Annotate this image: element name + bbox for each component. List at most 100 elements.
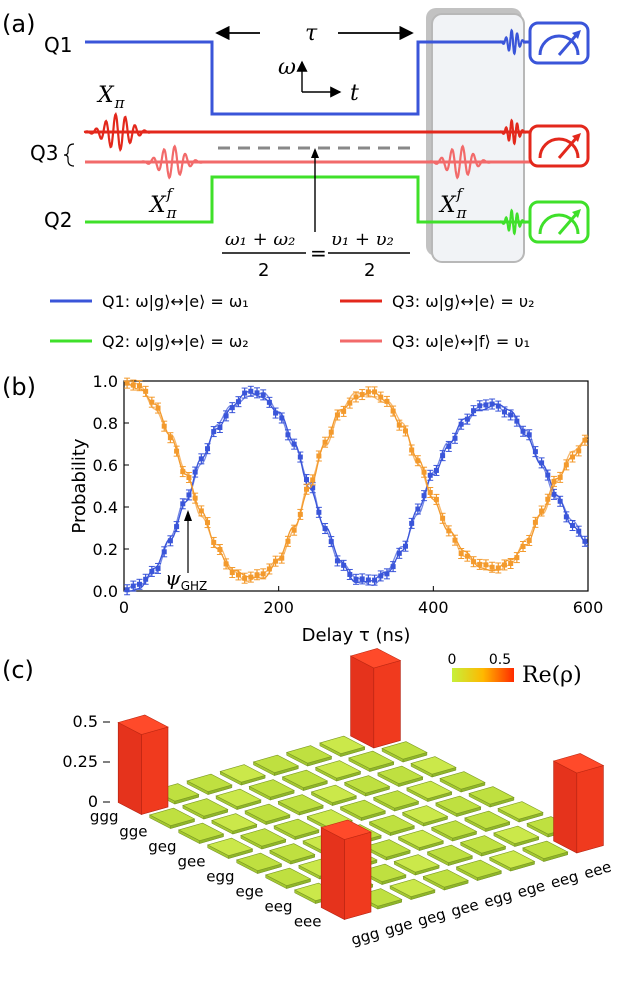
column-label: gee bbox=[449, 895, 481, 920]
blue-data-point bbox=[427, 472, 433, 478]
blue-data-point bbox=[341, 562, 347, 568]
x-pi-f-pulse-1 bbox=[139, 144, 205, 180]
orange-data-point bbox=[130, 382, 136, 388]
orange-data-point bbox=[353, 394, 359, 400]
orange-data-point bbox=[563, 462, 569, 468]
orange-data-point bbox=[273, 558, 279, 564]
blue-data-point bbox=[235, 399, 241, 405]
series-layer bbox=[123, 377, 589, 596]
blue-data-point bbox=[402, 543, 408, 549]
orange-data-point bbox=[396, 422, 402, 428]
blue-data-point bbox=[167, 538, 173, 544]
t-label: t bbox=[350, 81, 359, 106]
matrix-tile bbox=[430, 820, 478, 839]
orange-data-point bbox=[149, 399, 155, 405]
blue-data-point bbox=[124, 587, 130, 593]
orange-data-point bbox=[501, 562, 507, 568]
blue-data-point bbox=[520, 428, 526, 434]
orange-data-point bbox=[161, 423, 167, 429]
matrix-tile bbox=[389, 878, 436, 898]
blue-data-point bbox=[297, 454, 303, 460]
q3-readout-pulse bbox=[498, 118, 528, 146]
blue-data-point bbox=[539, 460, 545, 466]
blue-data-point bbox=[130, 583, 136, 589]
x-tick-label: 200 bbox=[263, 598, 294, 617]
x-tick-label: 0 bbox=[119, 598, 129, 617]
matrix-tile bbox=[186, 773, 233, 793]
matrix-bar bbox=[320, 819, 372, 840]
q1-meter-icon bbox=[528, 21, 590, 65]
blue-data-point bbox=[440, 453, 446, 459]
y-tick-label: 0.8 bbox=[93, 414, 118, 433]
matrix-tile bbox=[343, 775, 391, 794]
qubit-label-q3: Q3 bbox=[30, 141, 58, 165]
blue-data-point bbox=[328, 539, 334, 545]
matrix-tile bbox=[393, 854, 440, 873]
x-pi-f-label-1: Xπf bbox=[148, 185, 178, 222]
matrix-bar-side bbox=[350, 655, 375, 749]
orange-data-point bbox=[458, 551, 464, 557]
orange-data-point bbox=[477, 561, 483, 567]
blue-data-point bbox=[223, 413, 229, 419]
blue-data-point bbox=[254, 390, 260, 396]
blue-data-point bbox=[508, 412, 514, 418]
x-pi-f-pulse-2 bbox=[427, 144, 493, 180]
matrix-tile bbox=[381, 741, 428, 760]
equation-left-denominator: 2 bbox=[258, 260, 269, 281]
orange-data-point bbox=[211, 539, 217, 545]
blue-data-point bbox=[421, 493, 427, 499]
equation-right-denominator: 2 bbox=[364, 260, 375, 281]
x-pi-pulse bbox=[83, 112, 153, 152]
y-tick-label: 0.6 bbox=[93, 456, 118, 475]
matrix-tile bbox=[206, 837, 254, 857]
matrix-tile bbox=[252, 754, 300, 774]
blue-data-point bbox=[310, 485, 316, 491]
blue-data-point bbox=[211, 429, 217, 435]
matrix-tile bbox=[269, 843, 316, 862]
blue-data-point bbox=[359, 576, 365, 582]
legend-label-q2: Q2: ω|g⟩↔|e⟩ = ω₂ bbox=[102, 332, 249, 351]
q1-readout-pulse bbox=[498, 28, 528, 56]
orange-data-point bbox=[372, 389, 378, 395]
orange-data-point bbox=[446, 528, 452, 534]
row-label: gee bbox=[178, 853, 206, 871]
blue-data-point bbox=[260, 392, 266, 398]
z-tick-025: 0.25 bbox=[62, 752, 98, 771]
column-label: ggg bbox=[349, 924, 381, 949]
matrix-tile bbox=[273, 818, 320, 838]
blue-data-point bbox=[143, 576, 149, 582]
panel-label-b: (b) bbox=[2, 373, 36, 401]
orange-data-point bbox=[421, 469, 427, 475]
blue-data-point bbox=[390, 564, 396, 570]
blue-data-point bbox=[136, 581, 142, 587]
blue-data-point bbox=[551, 491, 557, 497]
matrix-bar-side bbox=[320, 827, 345, 920]
matrix-tile bbox=[401, 805, 449, 824]
equation-equals: = bbox=[310, 241, 327, 265]
matrix-bar-front bbox=[373, 660, 401, 749]
blue-data-point bbox=[452, 435, 458, 441]
blue-data-point bbox=[483, 402, 489, 408]
matrix-tile bbox=[435, 795, 482, 815]
z-tick-0: 0 bbox=[88, 792, 98, 811]
colorbar bbox=[452, 668, 514, 682]
matrix-bar-front bbox=[141, 726, 169, 815]
x-pi-label: Xπ bbox=[96, 83, 126, 112]
orange-data-point bbox=[334, 412, 340, 418]
matrix-tile bbox=[459, 835, 507, 854]
matrix-tile bbox=[372, 790, 420, 809]
matrix-tile bbox=[422, 869, 469, 888]
matrix-tile bbox=[368, 814, 416, 834]
matrix-bars bbox=[117, 648, 605, 920]
orange-data-point bbox=[291, 527, 297, 533]
orange-data-point bbox=[495, 565, 501, 571]
matrix-tile bbox=[211, 813, 258, 832]
orange-data-point bbox=[167, 435, 173, 441]
y-tick-label: 1.0 bbox=[93, 372, 118, 391]
matrix-tile bbox=[364, 839, 411, 858]
blue-data-point bbox=[266, 399, 272, 405]
blue-data-point bbox=[409, 520, 415, 526]
orange-data-point bbox=[341, 408, 347, 414]
matrix-tile bbox=[277, 794, 324, 813]
